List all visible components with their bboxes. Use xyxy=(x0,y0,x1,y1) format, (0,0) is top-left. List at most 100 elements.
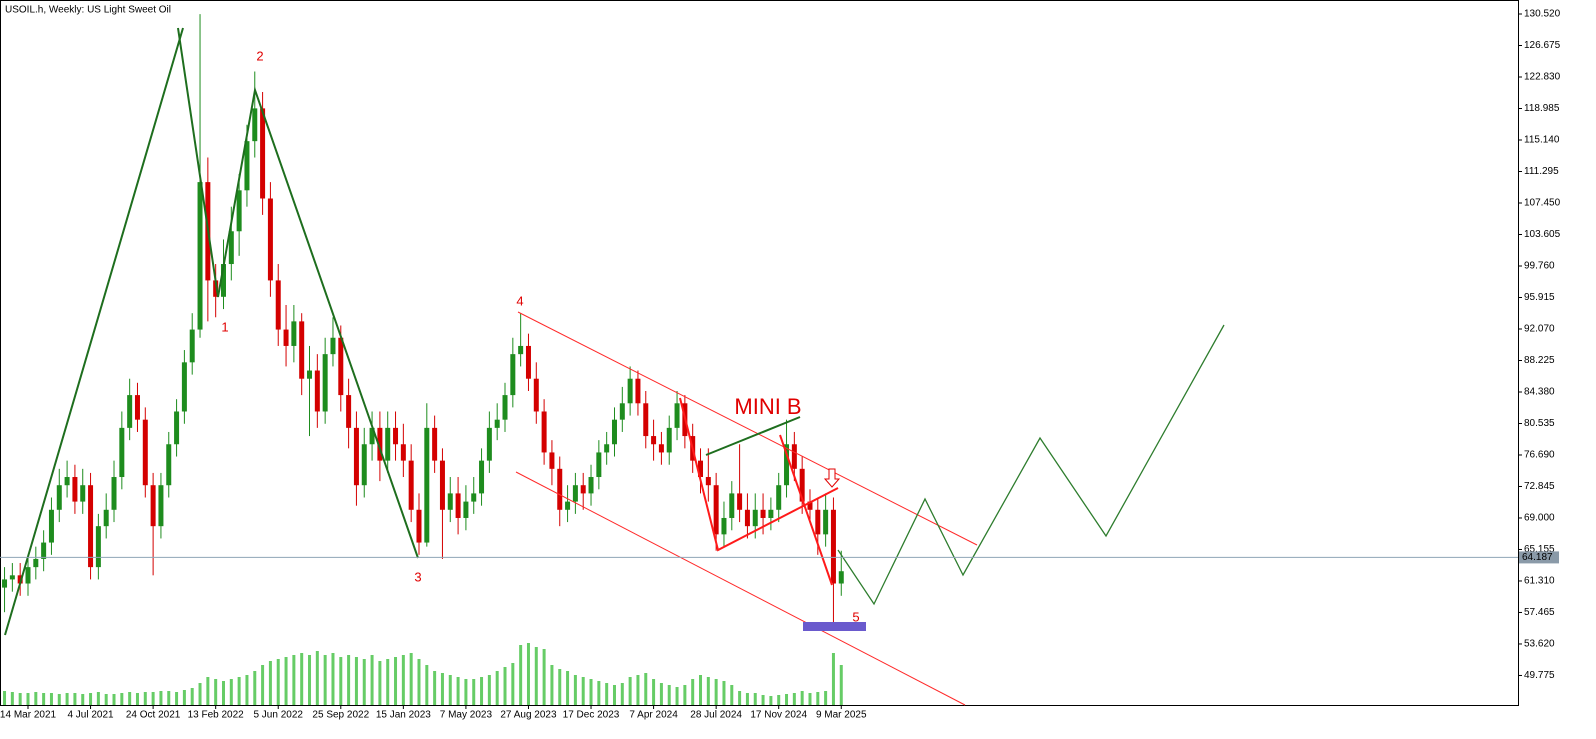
volume-bar xyxy=(839,665,843,705)
volume-bar xyxy=(691,679,695,705)
volume-bar xyxy=(394,657,398,705)
volume-bar xyxy=(42,693,46,705)
volume-bar xyxy=(667,685,671,705)
candle-body xyxy=(776,485,782,510)
candle-body xyxy=(393,427,399,445)
volume-bar xyxy=(175,692,179,705)
candle-body xyxy=(400,444,406,461)
volume-bar xyxy=(292,655,296,705)
candle-body xyxy=(252,108,258,142)
x-tick-label: 14 Mar 2021 xyxy=(0,710,57,721)
volume-bar xyxy=(597,681,601,705)
candle-body xyxy=(197,182,203,330)
candle-body xyxy=(658,444,664,453)
wave-label: 1 xyxy=(221,319,228,334)
candle-body xyxy=(134,395,140,420)
candle-body xyxy=(432,427,438,461)
candle-body xyxy=(752,509,758,527)
y-tick-label: 107.450 xyxy=(1524,198,1561,209)
candle-body xyxy=(181,362,187,412)
volume-bar xyxy=(347,655,351,705)
x-tick-label: 27 Aug 2023 xyxy=(500,710,557,721)
x-tick-label: 4 Jul 2021 xyxy=(67,710,114,721)
candle-body xyxy=(236,190,242,232)
volume-bar xyxy=(284,657,288,705)
y-tick-label: 84.380 xyxy=(1524,387,1555,398)
volume-bar xyxy=(558,669,562,705)
volume-bar xyxy=(550,665,554,705)
candle-body xyxy=(784,444,790,486)
volume-bar xyxy=(777,695,781,705)
volume-bar xyxy=(34,692,38,705)
candle-body xyxy=(830,509,836,584)
candle-body xyxy=(502,395,508,420)
y-tick-label: 95.915 xyxy=(1524,292,1555,303)
candle-body xyxy=(471,493,477,502)
volume-bar xyxy=(96,692,100,705)
volume-bar xyxy=(699,675,703,705)
volume-bar xyxy=(644,673,648,705)
y-tick-label: 99.760 xyxy=(1524,261,1555,272)
candle-body xyxy=(760,509,766,518)
y-tick-label: 53.620 xyxy=(1524,639,1555,650)
candle-body xyxy=(353,427,359,486)
x-tick-label: 28 Jul 2024 xyxy=(690,710,742,721)
candle-layer xyxy=(2,14,844,629)
volume-bar xyxy=(3,691,7,705)
y-tick-label: 126.675 xyxy=(1524,40,1561,51)
candle-body xyxy=(189,329,195,363)
candle-body xyxy=(705,477,711,486)
volume-bar xyxy=(331,653,335,705)
candle-body xyxy=(41,542,47,559)
volume-bar xyxy=(315,651,319,705)
volume-bar xyxy=(167,691,171,705)
volume-bar xyxy=(495,671,499,705)
candle-body xyxy=(369,427,375,445)
x-tick-label: 5 Jun 2022 xyxy=(253,710,303,721)
candle-body xyxy=(455,493,461,518)
volume-bar xyxy=(714,679,718,705)
volume-bar xyxy=(276,659,280,705)
volume-bar xyxy=(245,675,249,705)
candle-body xyxy=(479,460,485,494)
chart-title: USOIL.h, Weekly: US Light Sweet Oil xyxy=(5,5,171,16)
candle-body xyxy=(103,509,109,527)
candle-body xyxy=(721,517,727,535)
candle-body xyxy=(48,509,54,543)
volume-bar xyxy=(831,653,835,705)
volume-bar xyxy=(628,677,632,705)
y-tick-label: 111.295 xyxy=(1524,166,1559,177)
volume-bar xyxy=(229,679,233,705)
wave-label: 3 xyxy=(414,569,421,584)
candle-body xyxy=(799,468,805,502)
drawings xyxy=(4,27,1225,706)
candle-body xyxy=(698,460,704,478)
volume-bar xyxy=(354,657,358,705)
candle-body xyxy=(213,280,219,297)
volume-bar xyxy=(612,685,616,705)
volume-bar xyxy=(816,692,820,705)
volume-bar xyxy=(745,693,749,705)
candle-body xyxy=(111,477,117,510)
x-tick-label: 13 Feb 2022 xyxy=(188,710,245,721)
candle-body xyxy=(260,108,266,199)
candle-body xyxy=(244,141,250,191)
candle-body xyxy=(174,411,180,445)
volume-bar xyxy=(730,685,734,705)
candle-body xyxy=(674,403,680,428)
candle-body xyxy=(283,329,289,346)
candle-body xyxy=(361,444,367,486)
candle-body xyxy=(127,395,133,428)
volume-bar xyxy=(659,683,663,705)
volume-bar xyxy=(417,659,421,705)
volume-bar xyxy=(487,675,491,705)
volume-bar xyxy=(636,675,640,705)
candle-body xyxy=(142,419,148,486)
candle-body xyxy=(510,354,516,396)
x-tick-label: 24 Oct 2021 xyxy=(126,710,181,721)
candle-body xyxy=(150,485,156,527)
volume-bar xyxy=(323,655,327,705)
volume-bar xyxy=(261,665,265,705)
candle-body xyxy=(557,468,563,510)
volume-bar xyxy=(143,692,147,705)
